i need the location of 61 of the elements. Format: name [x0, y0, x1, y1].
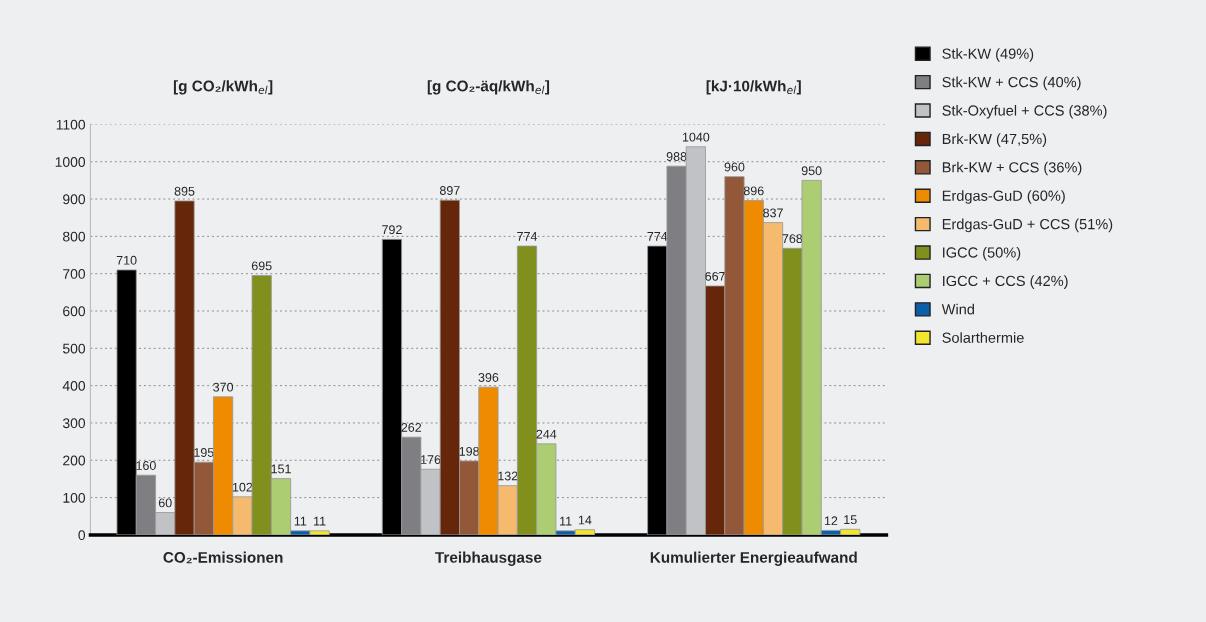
- data-label: 396: [478, 373, 499, 382]
- data-label: 774: [647, 232, 668, 241]
- text: [kJ·10/kWh$_{el}$]: [706, 80, 801, 95]
- x-tick-label: Treibhausgase: [435, 551, 542, 566]
- data-label: 15: [844, 515, 857, 525]
- legend-label: Brk-KW + CCS (36%): [942, 161, 1082, 176]
- y-tick-label: 900: [63, 194, 86, 205]
- text: [g CO₂/kWh$_{el}$]: [173, 80, 273, 95]
- data-label: 11: [560, 516, 572, 526]
- data-label: 667: [705, 271, 725, 281]
- data-label: 960: [724, 162, 745, 172]
- x-tick-label: CO₂-Emissionen: [163, 551, 283, 564]
- data-label: 60: [158, 498, 172, 508]
- data-label: 151: [271, 464, 291, 474]
- y-tick-label: 500: [62, 343, 86, 354]
- legend-label: Stk-KW + CCS (40%): [942, 76, 1081, 91]
- legend-label: Stk-KW (49%): [942, 48, 1034, 62]
- legend-label: Brk-KW (47,5%): [942, 133, 1047, 147]
- data-label: 160: [136, 461, 156, 470]
- data-label: 837: [763, 208, 783, 218]
- y-tick-label: 0: [78, 530, 86, 541]
- y-tick-label: 600: [63, 306, 86, 317]
- data-label: 370: [213, 382, 234, 392]
- data-label: 14: [578, 515, 592, 525]
- y-tick-label: 100: [63, 492, 86, 503]
- legend-label: Erdgas-GuD (60%): [942, 190, 1065, 204]
- data-label: 710: [116, 255, 137, 265]
- data-label: 774: [517, 232, 538, 241]
- data-label: 244: [536, 429, 557, 439]
- data-label: 198: [459, 446, 480, 456]
- legend-label: Wind: [941, 303, 974, 315]
- y-tick-label: 400: [62, 380, 86, 391]
- data-label: 896: [743, 186, 764, 196]
- data-label: 768: [782, 234, 803, 244]
- legend-label: Solarthermie: [942, 332, 1024, 343]
- data-label: 195: [194, 448, 214, 457]
- data-label: 1040: [682, 132, 710, 142]
- data-label: 695: [251, 261, 272, 271]
- data-label: 897: [439, 186, 460, 195]
- data-label: 895: [174, 186, 195, 196]
- y-tick-label: 800: [63, 231, 86, 242]
- data-label: 12: [824, 516, 838, 526]
- x-tick-label: Kumulierter Energieaufwand: [650, 551, 857, 566]
- legend-label: Stk-Oxyfuel + CCS (38%): [942, 104, 1107, 119]
- data-label: 792: [382, 225, 402, 235]
- data-label: 11: [294, 516, 307, 526]
- y-tick-label: 300: [62, 418, 86, 429]
- legend-label: Erdgas-GuD + CCS (51%): [942, 218, 1113, 233]
- data-label: 262: [401, 423, 422, 432]
- legend-label: IGCC + CCS (42%): [943, 275, 1068, 289]
- data-label: 950: [801, 166, 822, 176]
- y-tick-label: 700: [63, 269, 86, 279]
- text: [g CO₂-äq/kWh$_{el}$]: [427, 80, 550, 95]
- data-label: 102: [232, 482, 253, 492]
- y-tick-label: 1000: [55, 157, 86, 167]
- y-tick-label: 200: [63, 455, 86, 466]
- legend-label: IGCC (50%): [943, 246, 1021, 261]
- data-label: 988: [666, 152, 687, 161]
- data-label: 132: [498, 471, 518, 481]
- y-tick-label: 1100: [56, 119, 86, 130]
- data-label: 11: [314, 516, 326, 526]
